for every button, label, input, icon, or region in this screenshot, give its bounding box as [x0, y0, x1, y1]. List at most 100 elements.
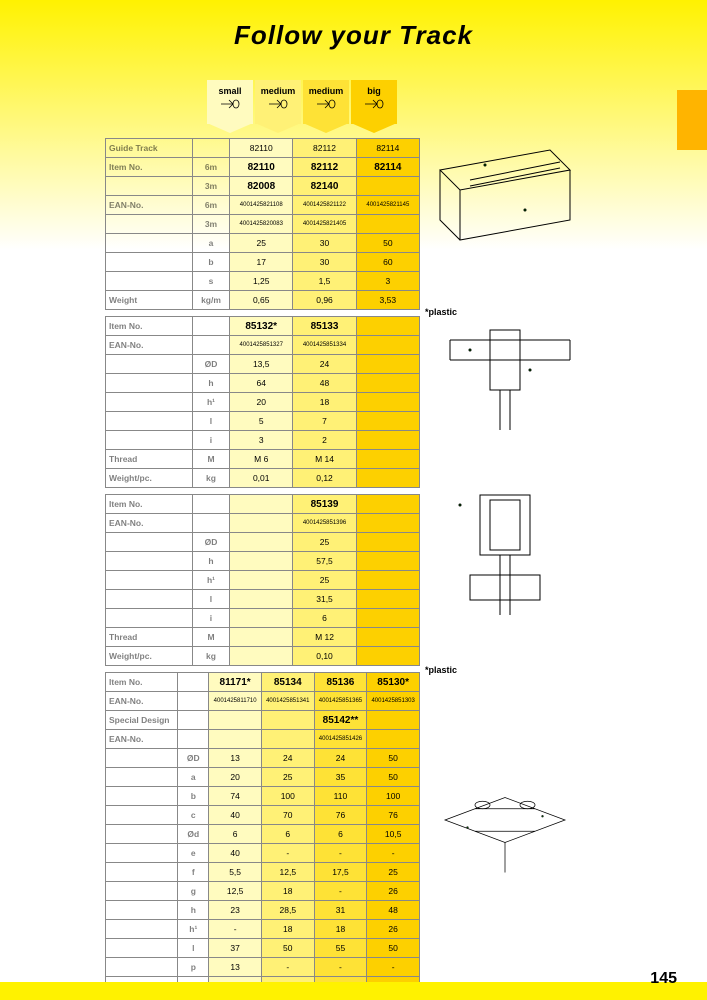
cell: 18 [261, 882, 314, 901]
cell: 25 [230, 234, 293, 253]
row-unit: kg [192, 469, 229, 488]
cell: 82140 [293, 177, 356, 196]
cell: 6 [314, 825, 367, 844]
row-label [106, 533, 193, 552]
row-label [106, 749, 178, 768]
cell: 1,5 [293, 272, 356, 291]
cell: 17,5 [314, 863, 367, 882]
cell [356, 177, 419, 196]
cell: 25 [367, 863, 420, 882]
cell: 18 [314, 920, 367, 939]
row-unit: M [192, 450, 229, 469]
cell: 37 [209, 939, 262, 958]
cell: 0,12 [293, 469, 356, 488]
cell: 81171* [209, 673, 262, 692]
row-unit: c [178, 806, 209, 825]
row-label [106, 609, 193, 628]
row-label: EAN-No. [106, 336, 193, 355]
row-unit: b [192, 253, 229, 272]
row-unit [178, 673, 209, 692]
cell: 3 [230, 431, 293, 450]
row-unit [192, 139, 229, 158]
cell: 26 [367, 882, 420, 901]
cell: 82112 [293, 139, 356, 158]
cell [209, 730, 262, 749]
cell: 40 [209, 844, 262, 863]
row-unit: 6m [192, 196, 229, 215]
cell: 48 [293, 374, 356, 393]
cell: 40 [209, 806, 262, 825]
row-unit: e [178, 844, 209, 863]
cell: 4001425851334 [293, 336, 356, 355]
cell: 85134 [261, 673, 314, 692]
cell [230, 533, 293, 552]
cell: 85142** [314, 711, 367, 730]
cell [356, 374, 419, 393]
cell: M 14 [293, 450, 356, 469]
row-unit: h¹ [178, 920, 209, 939]
cell: 82114 [356, 158, 419, 177]
cell: 6 [261, 825, 314, 844]
cell: 64 [230, 374, 293, 393]
row-unit: g [178, 882, 209, 901]
side-tab [677, 90, 707, 150]
row-label: Weight [106, 291, 193, 310]
cell: 6 [293, 609, 356, 628]
diagram-trolley-2 [430, 485, 580, 635]
cell: 0,96 [293, 291, 356, 310]
cell: 4001425821122 [293, 196, 356, 215]
cell [356, 469, 419, 488]
cell: 82114 [356, 139, 419, 158]
row-unit: i [192, 609, 229, 628]
row-unit: ØD [192, 355, 229, 374]
cell: 4001425811710 [209, 692, 262, 711]
cell: 82112 [293, 158, 356, 177]
cell: 4001425820083 [230, 215, 293, 234]
cell: M 6 [230, 450, 293, 469]
cell: 13 [209, 749, 262, 768]
cell [356, 533, 419, 552]
size-tag-small: small [207, 80, 253, 124]
cell [356, 355, 419, 374]
cell: 30 [293, 234, 356, 253]
row-label: Thread [106, 450, 193, 469]
cell [356, 647, 419, 666]
cell: 70 [261, 806, 314, 825]
cell: 17 [230, 253, 293, 272]
footer-bar [0, 982, 707, 1000]
cell [356, 552, 419, 571]
row-label: Item No. [106, 317, 193, 336]
row-unit [192, 514, 229, 533]
cell [230, 647, 293, 666]
diagram-track [430, 140, 580, 270]
row-unit [192, 336, 229, 355]
row-label [106, 901, 178, 920]
cell: 76 [314, 806, 367, 825]
cell [356, 609, 419, 628]
cell: 50 [367, 749, 420, 768]
cell: 25 [293, 533, 356, 552]
row-label: Item No. [106, 158, 193, 177]
cell [367, 730, 420, 749]
cell: 50 [356, 234, 419, 253]
row-label: Item No. [106, 495, 193, 514]
row-label [106, 787, 178, 806]
cell [356, 495, 419, 514]
cell: 4001425821145 [356, 196, 419, 215]
cell: 12,5 [209, 882, 262, 901]
cell: 12,5 [261, 863, 314, 882]
cell: 82110 [230, 139, 293, 158]
cell: 4001425851327 [230, 336, 293, 355]
row-unit: h [192, 374, 229, 393]
row-label: Guide Track [106, 139, 193, 158]
size-tag-big: big [351, 80, 397, 124]
cell [356, 628, 419, 647]
data-table: Guide Track 821108211282114 Item No. 6m 8211… [105, 138, 420, 310]
diagram-carriage [430, 740, 580, 900]
cell [230, 628, 293, 647]
cell: 50 [261, 939, 314, 958]
cell [367, 711, 420, 730]
row-unit: Ød [178, 825, 209, 844]
cell: 3,53 [356, 291, 419, 310]
row-unit: l [192, 590, 229, 609]
